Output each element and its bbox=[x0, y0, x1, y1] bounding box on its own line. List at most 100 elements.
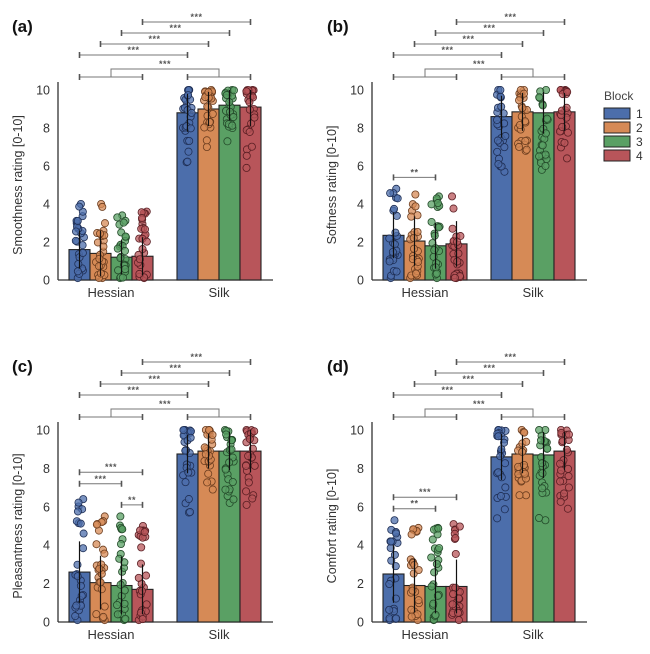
significance-label: *** bbox=[190, 12, 202, 22]
data-point bbox=[76, 519, 85, 528]
data-point bbox=[97, 585, 106, 594]
data-point bbox=[538, 101, 547, 110]
data-point bbox=[135, 255, 144, 264]
data-point bbox=[136, 608, 145, 617]
data-point bbox=[71, 236, 80, 245]
data-point bbox=[494, 160, 503, 169]
data-point bbox=[186, 124, 195, 133]
data-point bbox=[221, 485, 230, 494]
y-tick-label: 0 bbox=[357, 616, 364, 630]
y-tick-label: 8 bbox=[357, 122, 364, 136]
data-point bbox=[451, 534, 460, 543]
data-point bbox=[515, 96, 524, 105]
legend-title: Block bbox=[604, 89, 634, 103]
data-point bbox=[535, 93, 544, 102]
significance-label: *** bbox=[127, 385, 139, 395]
data-point bbox=[204, 469, 213, 478]
data-point bbox=[208, 485, 217, 494]
panel-label: (d) bbox=[327, 357, 349, 376]
data-point bbox=[564, 472, 573, 481]
data-point bbox=[428, 535, 437, 544]
data-point bbox=[100, 602, 109, 611]
data-point bbox=[427, 553, 436, 562]
data-point bbox=[183, 157, 192, 166]
data-point bbox=[556, 477, 565, 486]
data-point bbox=[520, 428, 529, 437]
significance-label: *** bbox=[159, 59, 171, 69]
data-point bbox=[493, 147, 502, 156]
data-point bbox=[427, 217, 436, 226]
data-point bbox=[73, 507, 82, 516]
data-point bbox=[181, 478, 190, 487]
data-point bbox=[208, 430, 217, 439]
significance-label: ** bbox=[410, 499, 418, 509]
data-point bbox=[74, 498, 83, 507]
data-point bbox=[537, 436, 546, 445]
y-tick-label: 2 bbox=[357, 577, 364, 591]
data-point bbox=[391, 228, 400, 237]
significance-label: *** bbox=[127, 45, 139, 55]
data-point bbox=[427, 582, 436, 591]
panel-label: (c) bbox=[12, 357, 33, 376]
y-axis-label: Comfort rating [0-10] bbox=[325, 469, 339, 584]
data-point bbox=[386, 537, 395, 546]
data-point bbox=[453, 257, 462, 266]
y-axis-label: Pleasantness rating [0-10] bbox=[11, 453, 25, 598]
significance-label: *** bbox=[190, 352, 202, 362]
legend-swatch bbox=[603, 121, 631, 134]
data-point bbox=[557, 466, 566, 475]
data-point bbox=[538, 141, 547, 150]
bar bbox=[490, 456, 513, 623]
data-point bbox=[242, 461, 251, 470]
data-point bbox=[500, 143, 509, 152]
data-point bbox=[521, 136, 530, 145]
y-tick-label: 10 bbox=[36, 424, 50, 438]
data-point bbox=[499, 438, 508, 447]
x-tick-label: Silk bbox=[209, 285, 230, 300]
data-point bbox=[493, 115, 502, 124]
data-point bbox=[113, 213, 122, 222]
x-tick-label: Hessian bbox=[402, 285, 449, 300]
data-point bbox=[493, 136, 502, 145]
data-point bbox=[121, 265, 130, 274]
data-point bbox=[187, 108, 196, 117]
legend-label: 1 bbox=[636, 107, 643, 121]
significance-label: *** bbox=[462, 374, 474, 384]
chart-panel-0: (a) 0 2 4 6 8 10 Smoothness rating [0-10] Hessia… bbox=[11, 12, 273, 300]
data-point bbox=[134, 573, 143, 582]
data-point bbox=[520, 469, 529, 478]
y-tick-label: 8 bbox=[43, 122, 50, 136]
data-point bbox=[118, 525, 127, 534]
significance-label: *** bbox=[504, 352, 516, 362]
significance-label: *** bbox=[473, 59, 485, 69]
y-tick-label: 0 bbox=[43, 274, 50, 288]
data-point bbox=[221, 465, 230, 474]
data-point bbox=[556, 497, 565, 506]
chart-panel-3: (d) 0 2 4 6 8 10 Comfort rating [0-10] Hessian Si… bbox=[325, 352, 587, 642]
data-point bbox=[515, 142, 524, 151]
data-point bbox=[250, 461, 259, 470]
data-point bbox=[560, 138, 569, 147]
data-point bbox=[391, 594, 400, 603]
data-point bbox=[390, 204, 399, 213]
data-point bbox=[74, 259, 83, 268]
data-point bbox=[79, 544, 88, 553]
group-comparison-bracket bbox=[424, 408, 534, 417]
data-point bbox=[92, 610, 101, 619]
data-point bbox=[448, 224, 457, 233]
data-point bbox=[244, 478, 253, 487]
data-point bbox=[432, 559, 441, 568]
y-tick-label: 2 bbox=[43, 236, 50, 250]
data-point bbox=[392, 267, 401, 276]
data-point bbox=[500, 119, 509, 128]
data-point bbox=[448, 192, 457, 201]
data-point bbox=[563, 504, 572, 513]
significance-label: *** bbox=[483, 23, 495, 33]
data-point bbox=[92, 540, 101, 549]
data-point bbox=[78, 248, 87, 257]
data-point bbox=[538, 469, 547, 478]
data-point bbox=[121, 614, 130, 623]
data-point bbox=[563, 128, 572, 137]
significance-label: *** bbox=[105, 462, 117, 472]
data-point bbox=[242, 87, 251, 96]
